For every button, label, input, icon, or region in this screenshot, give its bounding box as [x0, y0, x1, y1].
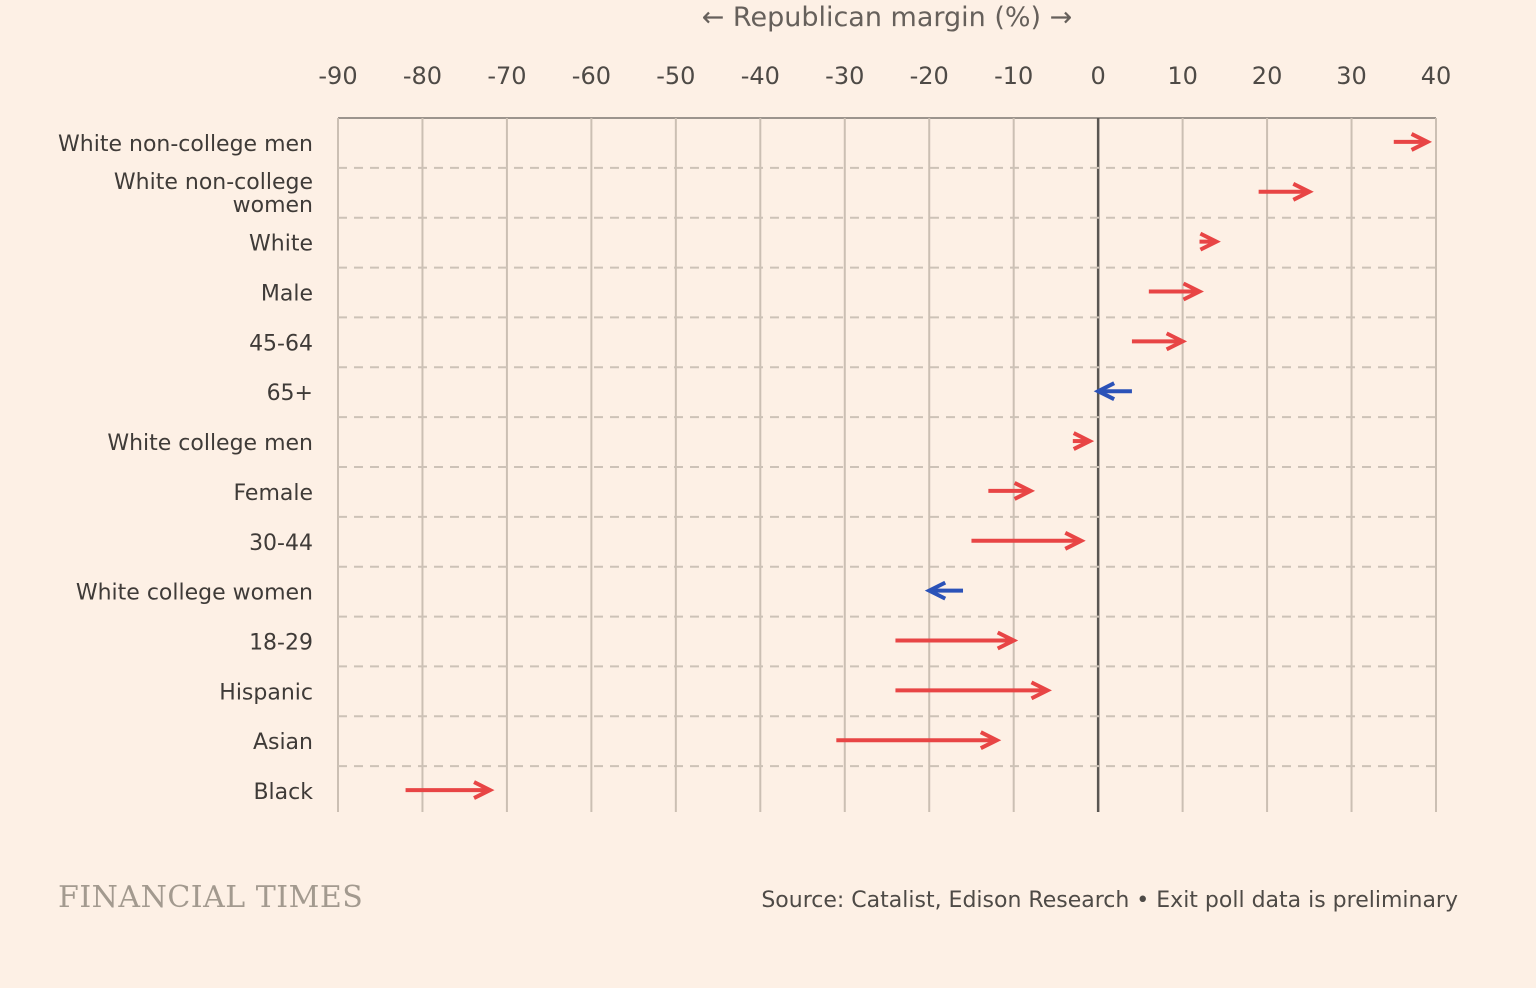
chart-title: ← Republican margin (%) →	[701, 2, 1073, 33]
margin-shift-arrow	[1393, 132, 1433, 152]
margin-shift-arrow	[1072, 431, 1095, 451]
row-label: Female	[233, 481, 313, 506]
arrow-head	[979, 730, 1002, 751]
arrow-head	[1199, 231, 1221, 252]
margin-shift-arrow	[1258, 181, 1314, 202]
arrow-head	[473, 780, 495, 800]
row-label: White non-college women	[114, 170, 313, 218]
arrow-head	[1165, 331, 1188, 352]
x-tick-label: -10	[994, 62, 1033, 90]
margin-shift-arrow	[1131, 331, 1188, 352]
row-label: Black	[253, 780, 313, 805]
row-label: Asian	[253, 730, 313, 755]
x-tick-label: -40	[741, 62, 780, 90]
x-tick-label: -60	[572, 62, 611, 90]
x-tick-label: -20	[910, 62, 949, 90]
x-tick-label: 30	[1336, 62, 1367, 90]
arrow-head	[996, 630, 1019, 651]
margin-shift-arrow	[1148, 281, 1204, 302]
row-label: White college men	[107, 431, 313, 456]
x-tick-label: 10	[1167, 62, 1198, 90]
arrow-head	[1182, 281, 1204, 302]
ft-logo: FINANCIAL TIMES	[58, 880, 364, 915]
row-label: Male	[261, 282, 313, 307]
margin-shift-arrow	[971, 530, 1086, 551]
x-tick-label: 0	[1091, 62, 1106, 90]
x-tick-label: 20	[1252, 62, 1283, 90]
arrow-head	[1072, 431, 1095, 451]
x-tick-label: -30	[825, 62, 864, 90]
x-tick-label: -50	[656, 62, 695, 90]
x-tick-label: -70	[487, 62, 526, 90]
arrow-head	[1292, 181, 1314, 202]
row-label: White non-college men	[58, 132, 313, 157]
row-label: 45-64	[249, 331, 313, 356]
margin-shift-arrow	[405, 780, 495, 800]
margin-shift-arrow	[836, 730, 1002, 751]
x-tick-label: -90	[318, 62, 357, 90]
arrow-head	[1064, 530, 1086, 551]
row-label: 30-44	[249, 531, 313, 556]
row-label: Hispanic	[219, 680, 313, 705]
margin-shift-arrow	[1093, 381, 1132, 402]
x-tick-label: 40	[1421, 62, 1452, 90]
margin-shift-arrow	[895, 680, 1052, 701]
row-label: White college women	[76, 581, 313, 606]
arrow-head	[1030, 680, 1052, 701]
arrow-head	[1410, 132, 1433, 152]
margin-shift-arrow	[924, 580, 964, 601]
source-note: Source: Catalist, Edison Research • Exit…	[761, 888, 1458, 913]
row-label: 65+	[267, 381, 313, 406]
arrow-head	[924, 580, 947, 601]
arrow-head	[1013, 481, 1036, 501]
arrow-head	[1093, 381, 1116, 402]
margin-shift-arrow	[1199, 231, 1221, 252]
margin-shift-arrow	[895, 630, 1019, 651]
margin-shift-arrow	[988, 481, 1036, 501]
row-label: White	[249, 232, 313, 257]
row-label: 18-29	[249, 631, 313, 656]
x-tick-label: -80	[403, 62, 442, 90]
